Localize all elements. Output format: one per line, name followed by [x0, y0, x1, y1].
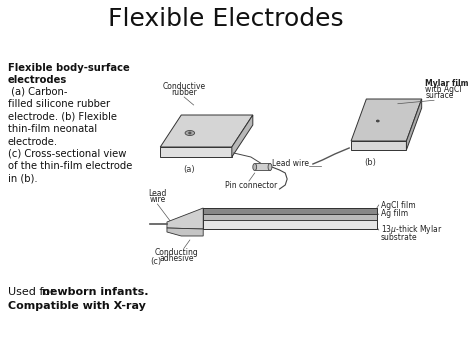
Polygon shape — [167, 208, 203, 229]
Text: 13$\mu$-thick Mylar: 13$\mu$-thick Mylar — [381, 224, 442, 236]
Text: AgCl film: AgCl film — [381, 201, 415, 209]
Bar — [203, 214, 377, 220]
Text: Flexible Electrodes: Flexible Electrodes — [108, 7, 344, 31]
Ellipse shape — [376, 120, 379, 122]
Ellipse shape — [185, 131, 195, 136]
Text: Pin connector: Pin connector — [225, 181, 277, 190]
Text: substrate: substrate — [381, 233, 417, 241]
Text: rubber: rubber — [171, 88, 197, 97]
Bar — [255, 163, 270, 170]
Ellipse shape — [253, 164, 256, 170]
Text: wire: wire — [149, 195, 165, 204]
Text: Flexible body-surface
electrodes: Flexible body-surface electrodes — [8, 63, 129, 86]
Polygon shape — [160, 147, 232, 157]
Text: (a): (a) — [183, 165, 195, 174]
Text: newborn infants.: newborn infants. — [42, 287, 148, 297]
Bar — [203, 208, 377, 214]
Polygon shape — [351, 141, 406, 150]
Text: Used for: Used for — [8, 287, 58, 297]
Text: Conducting: Conducting — [155, 248, 198, 257]
Text: (b): (b) — [364, 158, 376, 167]
Polygon shape — [351, 99, 422, 141]
Ellipse shape — [268, 164, 272, 170]
Text: Conductive: Conductive — [163, 82, 206, 91]
Polygon shape — [160, 115, 253, 147]
Text: Lead wire: Lead wire — [272, 159, 309, 169]
Polygon shape — [167, 228, 203, 236]
Text: with AgCl: with AgCl — [426, 85, 462, 94]
Text: Compatible with X-ray: Compatible with X-ray — [8, 301, 146, 311]
Text: adhesive: adhesive — [159, 254, 194, 263]
Polygon shape — [232, 115, 253, 157]
Bar — [203, 208, 377, 229]
Text: Mylar film: Mylar film — [426, 79, 469, 88]
Text: Lead: Lead — [148, 189, 166, 198]
Text: (a) Carbon-
filled silicone rubber
electrode. (b) Flexible
thin-film neonatal
el: (a) Carbon- filled silicone rubber elect… — [8, 87, 132, 184]
Ellipse shape — [189, 132, 191, 134]
Text: (c): (c) — [150, 257, 161, 266]
Text: surface: surface — [426, 91, 454, 100]
Text: Ag film: Ag film — [381, 209, 408, 218]
Bar — [203, 220, 377, 229]
Polygon shape — [406, 99, 422, 150]
